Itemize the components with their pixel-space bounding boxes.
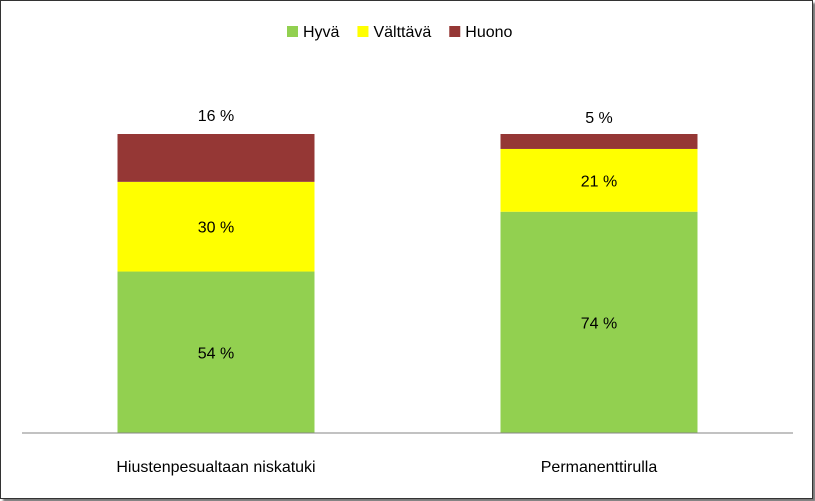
bar-segment-hyvä-2 [500,211,698,433]
legend-label-hyvä: Hyvä [303,24,340,41]
x-tick-label-2: Permanenttirulla [541,459,658,476]
legend-swatch-huono [449,26,461,37]
bar-segment-huono-1 [117,134,315,182]
data-label-välttävä-1: 30 % [198,220,234,237]
legend: Hyvä Välttävä Huono [287,24,513,41]
bars: 54 % 30 % 16 % 74 % 21 % 5 % [117,108,698,433]
bar-segment-välttävä-1 [117,181,315,272]
legend-swatch-välttävä [357,26,369,37]
x-tick-labels: Hiustenpesualtaan niskatuki Permanenttiru… [116,459,657,476]
bar-segment-hyvä-1 [117,271,315,433]
legend-label-välttävä: Välttävä [373,24,431,41]
bar-segment-välttävä-2 [500,148,698,212]
x-tick-label-1: Hiustenpesualtaan niskatuki [116,459,315,476]
bar-segment-huono-2 [500,134,698,149]
data-label-hyvä-2: 74 % [581,315,617,332]
data-label-huono-1: 16 % [198,108,234,125]
legend-label-huono: Huono [465,24,512,41]
legend-swatch-hyvä [287,26,298,37]
data-label-huono-2: 5 % [585,110,613,127]
data-label-hyvä-1: 54 % [198,345,234,362]
data-label-välttävä-2: 21 % [581,173,617,190]
